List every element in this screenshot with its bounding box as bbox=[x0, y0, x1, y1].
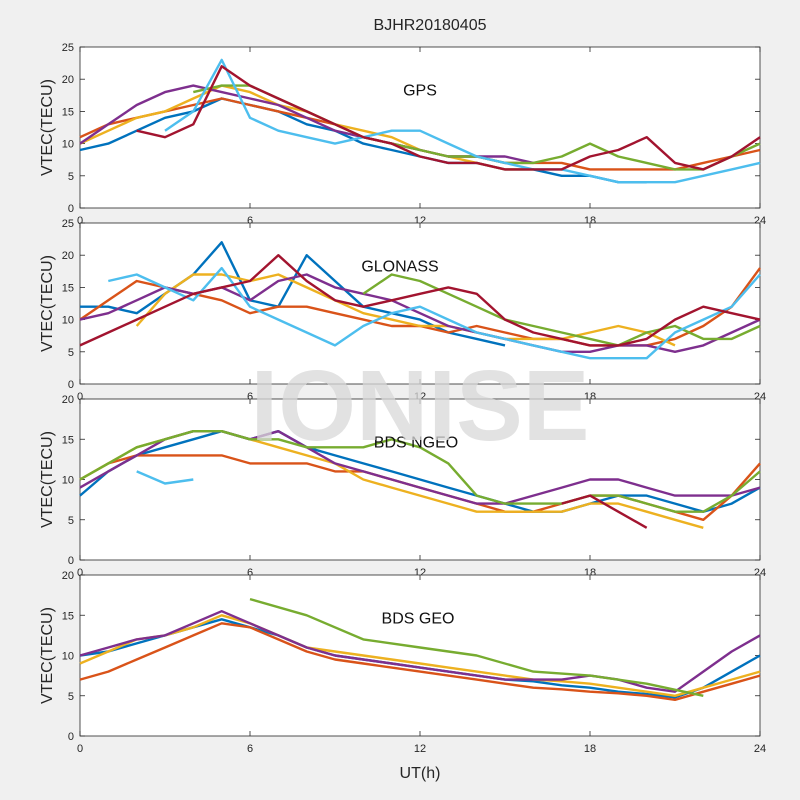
y-tick-label: 5 bbox=[68, 171, 74, 183]
series-line-0 bbox=[79, 97, 647, 184]
y-tick-label: 10 bbox=[62, 315, 74, 327]
y-tick-label: 20 bbox=[62, 250, 74, 262]
panel-annotation: BDS NGEO bbox=[374, 434, 458, 451]
plot-area bbox=[79, 574, 761, 737]
series-line-6 bbox=[561, 494, 648, 529]
y-tick-label: 0 bbox=[68, 203, 74, 215]
series-line-3 bbox=[79, 610, 761, 693]
y-tick-label: 20 bbox=[62, 74, 74, 86]
x-tick-label: 6 bbox=[247, 567, 253, 579]
x-tick-label: 0 bbox=[77, 567, 83, 579]
watermark: IONISE bbox=[251, 350, 590, 462]
x-tick-label: 6 bbox=[247, 743, 253, 755]
y-tick-label: 0 bbox=[68, 731, 74, 743]
y-tick-label: 20 bbox=[62, 394, 74, 406]
series-line-1 bbox=[79, 622, 761, 701]
y-tick-label: 25 bbox=[62, 218, 74, 230]
y-tick-label: 15 bbox=[62, 106, 74, 118]
x-tick-label: 18 bbox=[584, 743, 596, 755]
y-tick-label: 10 bbox=[62, 651, 74, 663]
y-tick-label: 20 bbox=[62, 570, 74, 582]
y-axis-label: VTEC(TECU) bbox=[39, 607, 56, 704]
x-tick-label: 6 bbox=[247, 391, 253, 403]
series-line-0 bbox=[79, 430, 761, 513]
plot-area bbox=[79, 46, 761, 209]
x-axis-label: UT(h) bbox=[400, 765, 441, 782]
y-tick-label: 5 bbox=[68, 691, 74, 703]
panel-annotation: GLONASS bbox=[361, 258, 438, 275]
series-line-5 bbox=[108, 266, 761, 360]
series-line-4 bbox=[362, 273, 761, 347]
x-tick-label: 0 bbox=[77, 215, 83, 227]
series-line-5 bbox=[164, 58, 761, 184]
x-tick-label: 24 bbox=[754, 743, 766, 755]
series-line-6 bbox=[136, 65, 761, 171]
x-tick-label: 0 bbox=[77, 391, 83, 403]
panel-annotation: BDS GEO bbox=[382, 610, 455, 627]
y-tick-label: 5 bbox=[68, 347, 74, 359]
series-line-4 bbox=[79, 430, 761, 513]
y-tick-label: 0 bbox=[68, 555, 74, 567]
y-tick-label: 15 bbox=[62, 610, 74, 622]
x-tick-label: 12 bbox=[414, 743, 426, 755]
y-tick-label: 15 bbox=[62, 434, 74, 446]
series-line-4 bbox=[249, 597, 704, 697]
series-line-2 bbox=[79, 614, 761, 697]
y-tick-label: 25 bbox=[62, 42, 74, 54]
chart-title: BJHR20180405 bbox=[374, 17, 487, 34]
panel-annotation: GPS bbox=[403, 82, 437, 99]
x-tick-label: 0 bbox=[77, 743, 83, 755]
y-axis-label: VTEC(TECU) bbox=[39, 79, 56, 176]
series-line-6 bbox=[79, 254, 761, 347]
y-tick-label: 5 bbox=[68, 515, 74, 527]
x-tick-label: 6 bbox=[247, 215, 253, 227]
y-tick-label: 10 bbox=[62, 475, 74, 487]
y-axis-label: VTEC(TECU) bbox=[39, 431, 56, 528]
series-line-5 bbox=[136, 470, 194, 485]
y-tick-label: 15 bbox=[62, 282, 74, 294]
y-tick-label: 10 bbox=[62, 139, 74, 151]
y-axis-label: VTEC(TECU) bbox=[39, 255, 56, 352]
y-tick-label: 0 bbox=[68, 379, 74, 391]
